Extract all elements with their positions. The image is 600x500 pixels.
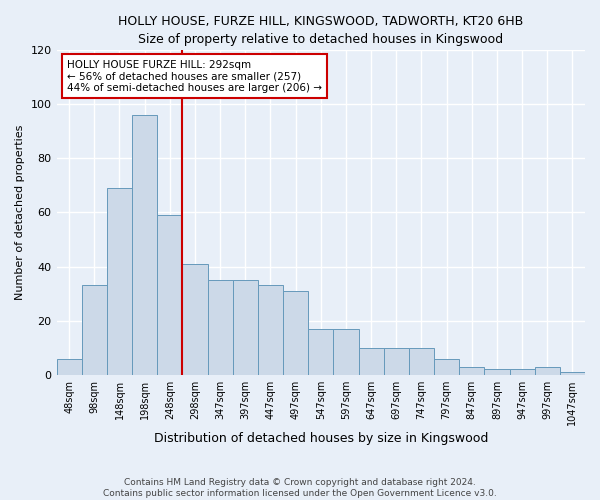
Bar [182, 264, 208, 375]
Bar [56, 358, 82, 375]
Bar [434, 358, 459, 375]
Text: Contains HM Land Registry data © Crown copyright and database right 2024.
Contai: Contains HM Land Registry data © Crown c… [103, 478, 497, 498]
X-axis label: Distribution of detached houses by size in Kingswood: Distribution of detached houses by size … [154, 432, 488, 445]
Bar [157, 215, 182, 375]
Bar [82, 286, 107, 375]
Bar [334, 329, 359, 375]
Text: HOLLY HOUSE FURZE HILL: 292sqm
← 56% of detached houses are smaller (257)
44% of: HOLLY HOUSE FURZE HILL: 292sqm ← 56% of … [67, 60, 322, 93]
Y-axis label: Number of detached properties: Number of detached properties [15, 124, 25, 300]
Bar [233, 280, 258, 375]
Bar [409, 348, 434, 375]
Bar [258, 286, 283, 375]
Title: HOLLY HOUSE, FURZE HILL, KINGSWOOD, TADWORTH, KT20 6HB
Size of property relative: HOLLY HOUSE, FURZE HILL, KINGSWOOD, TADW… [118, 15, 523, 46]
Bar [107, 188, 132, 375]
Bar [509, 370, 535, 375]
Bar [484, 370, 509, 375]
Bar [560, 372, 585, 375]
Bar [383, 348, 409, 375]
Bar [283, 291, 308, 375]
Bar [132, 115, 157, 375]
Bar [535, 366, 560, 375]
Bar [308, 329, 334, 375]
Bar [359, 348, 383, 375]
Bar [459, 366, 484, 375]
Bar [208, 280, 233, 375]
